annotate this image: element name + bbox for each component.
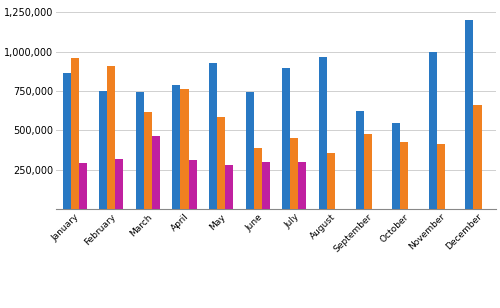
Bar <box>356 111 364 209</box>
Bar <box>188 160 196 209</box>
Bar <box>282 68 290 209</box>
Bar <box>172 85 180 209</box>
Bar <box>254 148 262 209</box>
Bar <box>474 105 482 209</box>
Bar <box>152 136 160 209</box>
Bar <box>116 159 124 209</box>
Bar <box>62 73 70 209</box>
Bar <box>136 92 144 209</box>
Bar <box>217 117 225 209</box>
Bar <box>290 138 298 209</box>
Bar <box>429 52 437 209</box>
Bar <box>107 66 116 209</box>
Bar <box>144 112 152 209</box>
Bar <box>225 165 233 209</box>
Bar <box>262 162 270 209</box>
Bar <box>437 144 445 209</box>
Bar <box>327 152 335 209</box>
Bar <box>466 20 473 209</box>
Bar <box>78 163 86 209</box>
Bar <box>319 57 327 209</box>
Bar <box>298 162 306 209</box>
Bar <box>209 63 217 209</box>
Bar <box>246 92 254 209</box>
Bar <box>70 58 78 209</box>
Bar <box>392 124 400 209</box>
Bar <box>99 91 107 209</box>
Legend: 2019, 2020, 2021: 2019, 2020, 2021 <box>190 307 363 308</box>
Bar <box>180 89 188 209</box>
Bar <box>400 142 408 209</box>
Bar <box>364 134 372 209</box>
